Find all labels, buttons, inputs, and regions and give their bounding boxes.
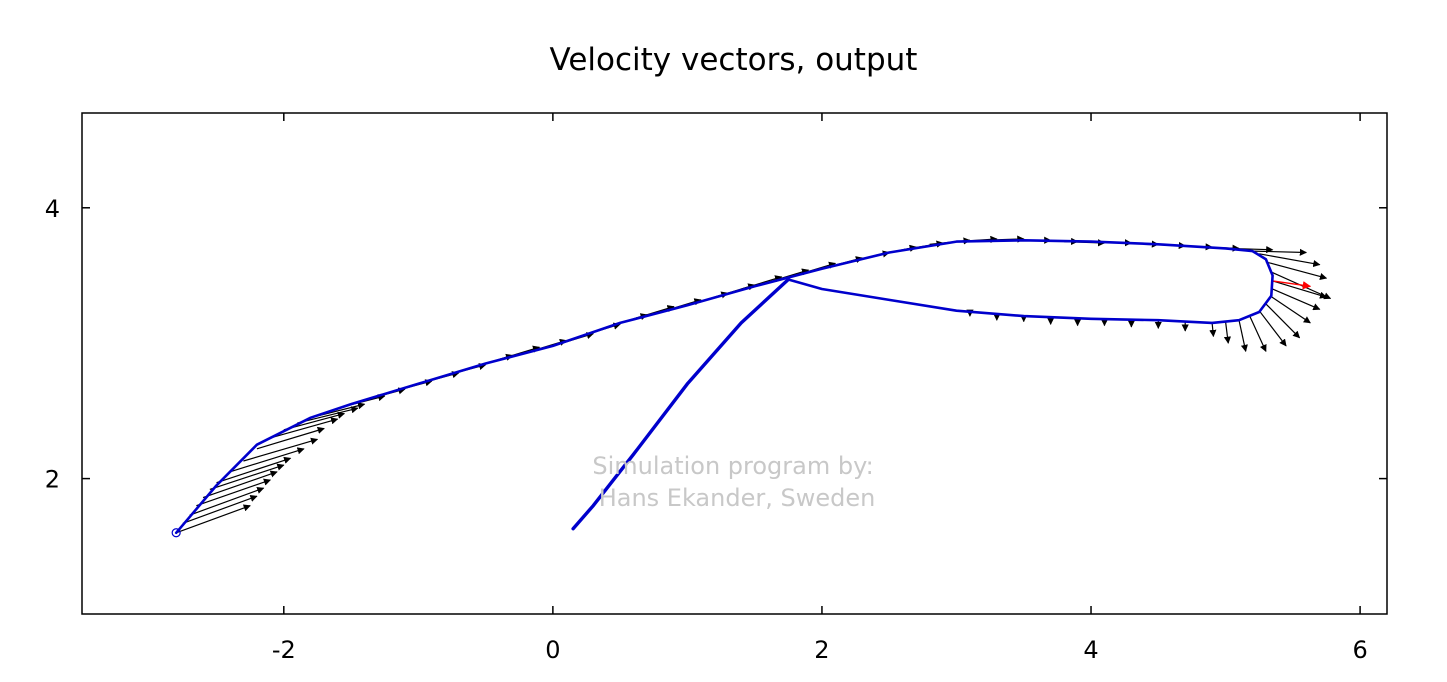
x-tick-label: -2 xyxy=(272,636,296,664)
velocity-vector xyxy=(1209,322,1217,338)
velocity-vector xyxy=(182,495,258,524)
velocity-vector xyxy=(196,478,272,507)
velocity-vector xyxy=(1249,315,1267,352)
velocity-vector xyxy=(243,437,319,462)
velocity-vector xyxy=(1258,310,1287,347)
x-tick-label: 6 xyxy=(1352,636,1367,664)
velocity-vector xyxy=(1269,295,1311,324)
y-tick-label: 4 xyxy=(45,195,60,223)
velocity-vector xyxy=(1272,280,1328,299)
trajectory-branch-line xyxy=(571,277,790,531)
watermark-line-2: Hans Ekander, Sweden xyxy=(599,484,876,512)
velocity-vector xyxy=(229,447,305,473)
x-tick-label: 0 xyxy=(545,636,560,664)
velocity-vector xyxy=(1223,321,1232,344)
velocity-vector xyxy=(1265,303,1301,339)
velocity-vector xyxy=(1272,288,1321,311)
plot-frame xyxy=(81,112,1388,615)
watermark-line-1: Simulation program by: xyxy=(592,452,873,480)
start-point-marker xyxy=(171,528,181,538)
x-tick-label: 4 xyxy=(1083,636,1098,664)
velocity-vector xyxy=(1238,320,1248,353)
velocity-vector xyxy=(256,426,325,450)
velocity-vector xyxy=(1252,248,1307,256)
velocity-vector xyxy=(202,470,278,499)
axis-ticks: -2 0 2 4 6 2 4 xyxy=(45,113,1387,664)
highlight-vector xyxy=(1272,280,1312,290)
velocity-vector xyxy=(209,463,285,490)
watermark: Simulation program by: Hans Ekander, Swe… xyxy=(592,452,875,512)
velocity-vector xyxy=(216,456,292,484)
trajectory-loop-line xyxy=(174,239,1274,535)
velocity-vector xyxy=(1259,253,1321,268)
velocity-vector xyxy=(1265,261,1328,280)
velocity-vector xyxy=(175,504,251,534)
trajectory-paths xyxy=(171,239,1274,538)
y-tick-label: 2 xyxy=(45,466,60,494)
chart-title: Velocity vectors, output xyxy=(549,42,918,78)
velocity-vector xyxy=(270,417,339,439)
velocity-vector xyxy=(189,486,265,516)
x-tick-label: 2 xyxy=(814,636,829,664)
